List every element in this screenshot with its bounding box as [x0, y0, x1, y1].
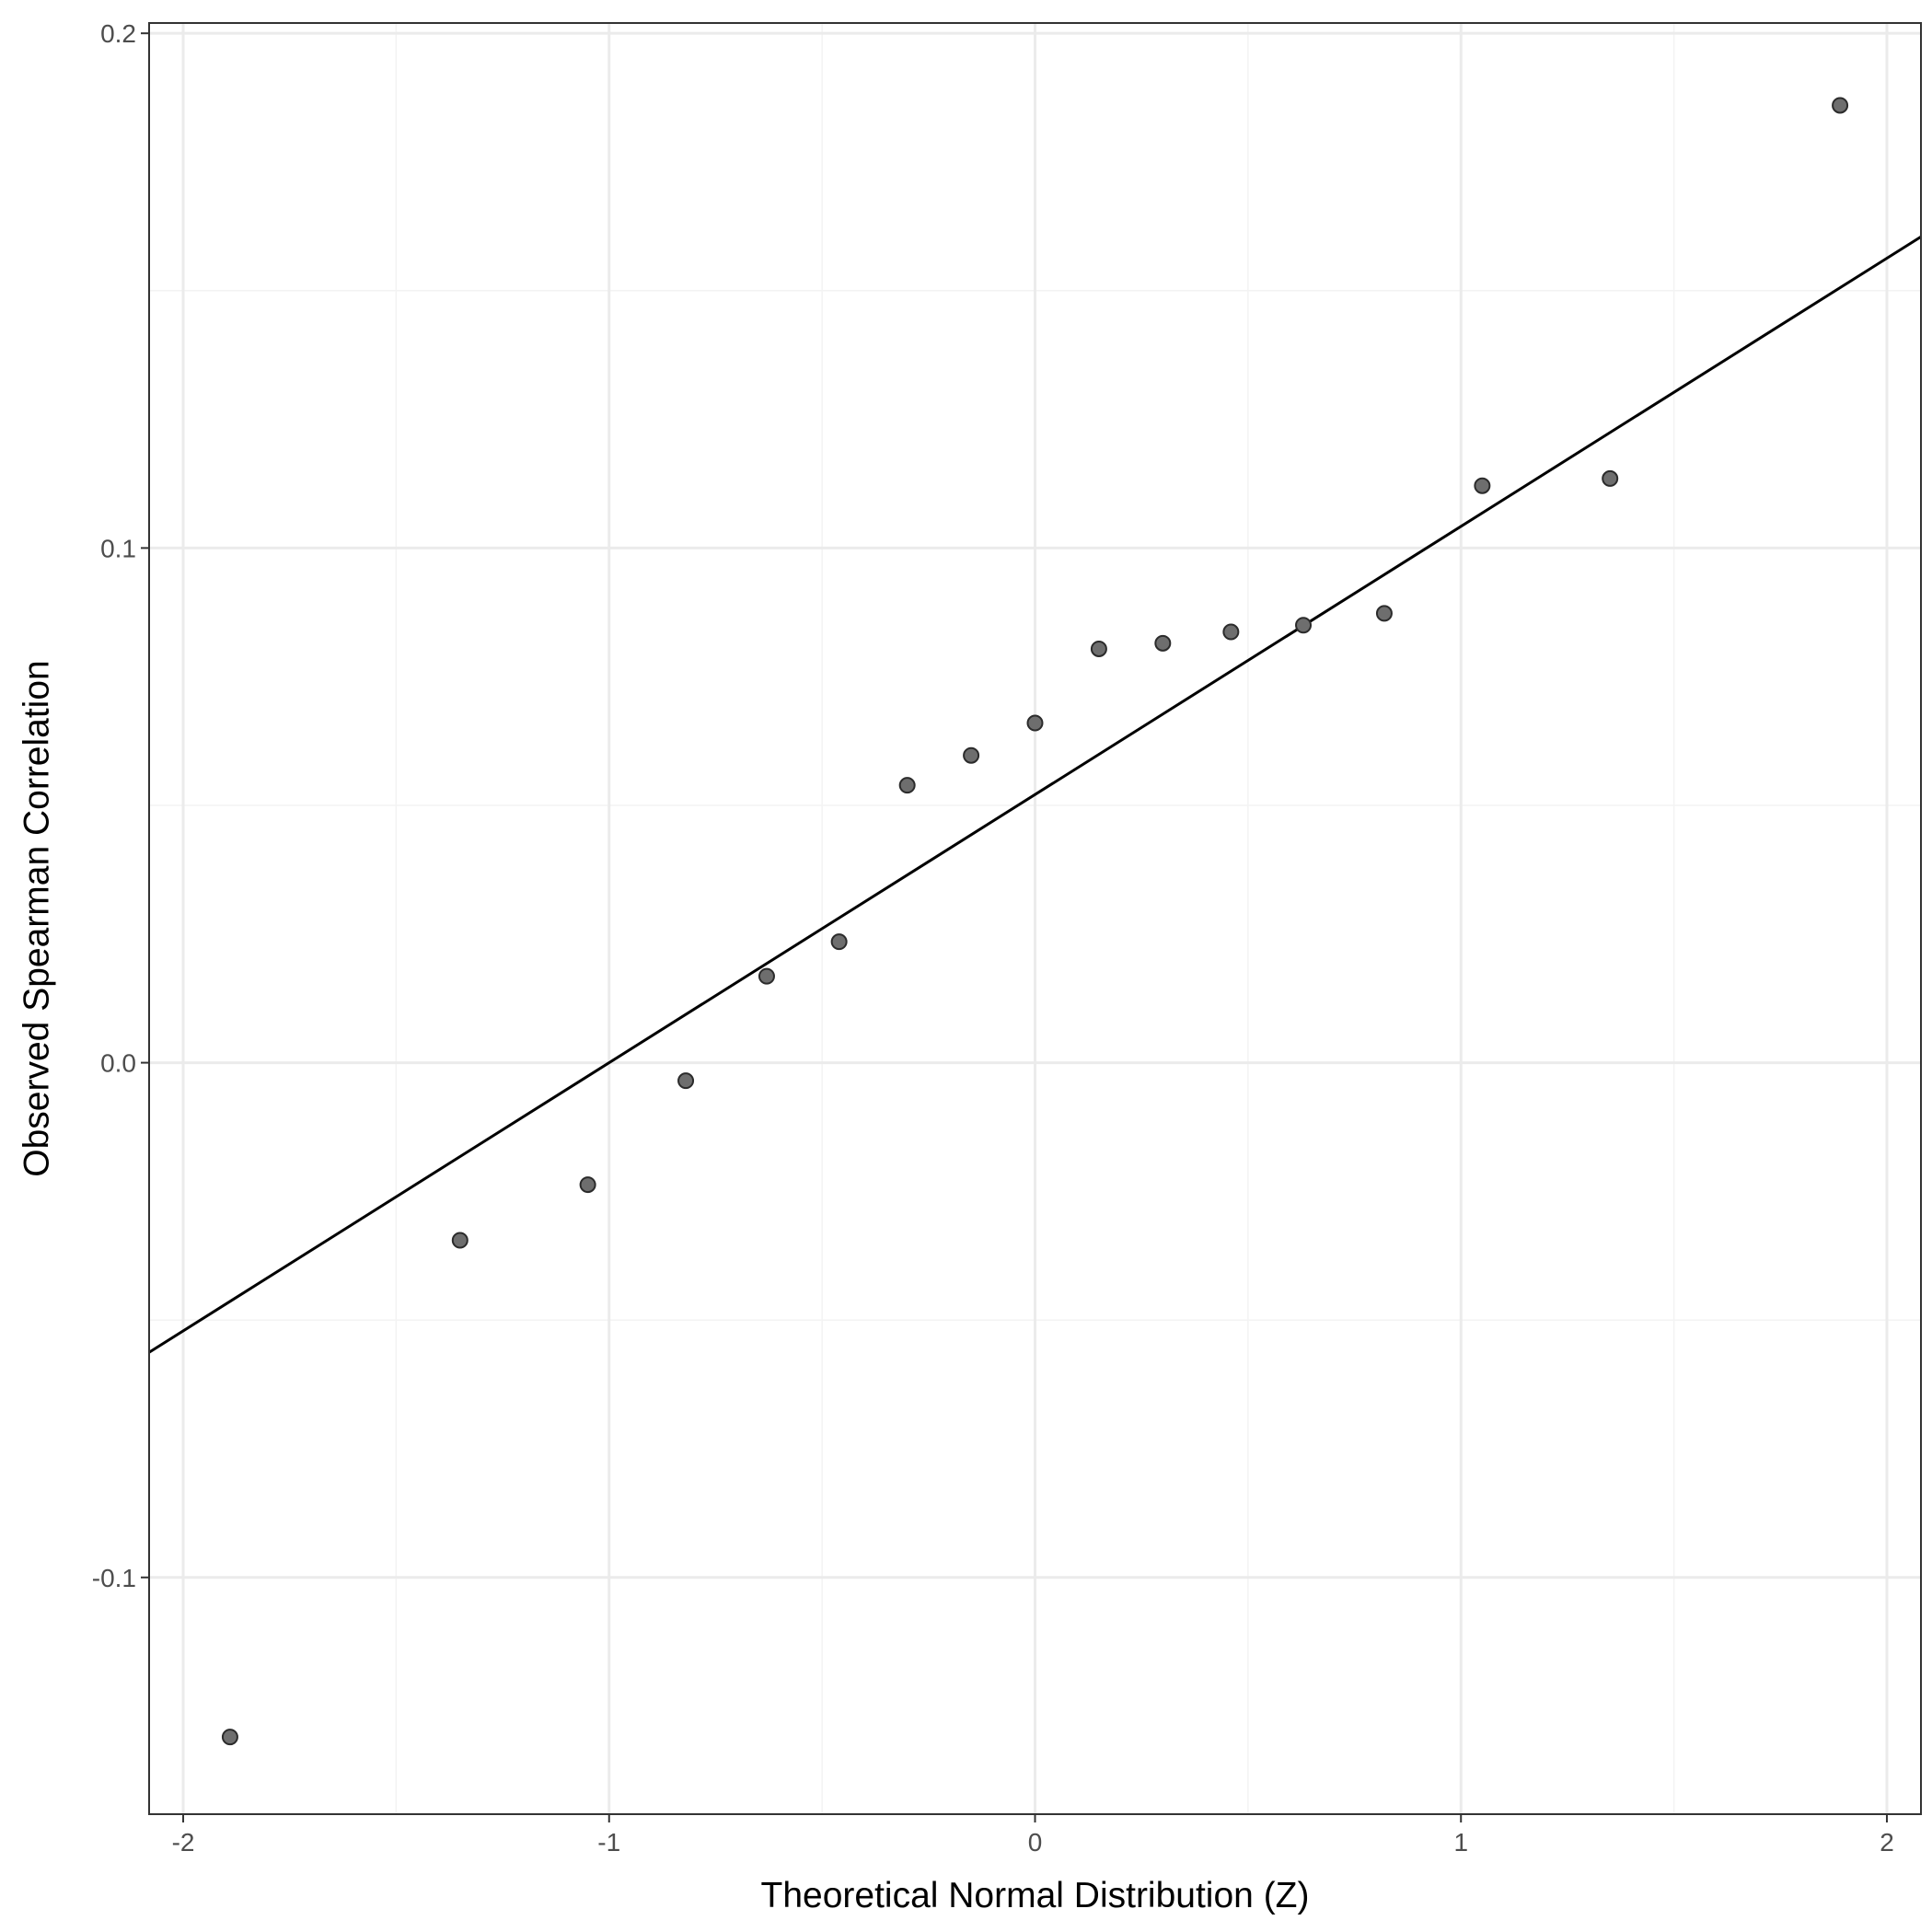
data-point	[1375, 605, 1393, 622]
y-tick-label: -0.1	[92, 1564, 136, 1592]
data-point	[1090, 640, 1107, 657]
data-point	[1222, 623, 1240, 641]
x-tick-label: -2	[172, 1828, 195, 1857]
data-point	[579, 1176, 596, 1194]
data-point	[1026, 714, 1044, 732]
y-axis: -0.1 0.0 0.1 0.2	[92, 19, 149, 1592]
data-points	[221, 97, 1849, 1746]
data-point	[677, 1072, 695, 1090]
x-tick-label: 2	[1880, 1828, 1894, 1857]
reference-line-layer	[148, 235, 1922, 1354]
y-tick-label: 0.2	[100, 19, 136, 48]
data-point	[1474, 477, 1491, 494]
y-axis-title: Observed Spearman Correlation	[17, 660, 57, 1176]
x-axis-title: Theoretical Normal Distribution (Z)	[761, 1876, 1310, 1915]
data-point	[1154, 634, 1172, 652]
major-gridlines	[149, 23, 1921, 1814]
data-point	[830, 933, 848, 951]
data-point	[758, 967, 775, 985]
data-point	[221, 1729, 238, 1746]
x-tick-label: 0	[1028, 1828, 1043, 1857]
data-point	[963, 746, 980, 764]
data-point	[898, 777, 916, 794]
data-point	[451, 1232, 469, 1249]
qq-reference-line	[148, 235, 1922, 1354]
x-tick-label: -1	[597, 1828, 620, 1857]
data-point	[1602, 469, 1619, 487]
y-tick-label: 0.1	[100, 534, 136, 562]
data-point	[1295, 617, 1313, 634]
x-tick-label: 1	[1453, 1828, 1468, 1857]
y-tick-label: 0.0	[100, 1049, 136, 1078]
x-axis: -2 -1 0 1 2	[172, 1814, 1894, 1857]
data-point	[1832, 97, 1849, 114]
